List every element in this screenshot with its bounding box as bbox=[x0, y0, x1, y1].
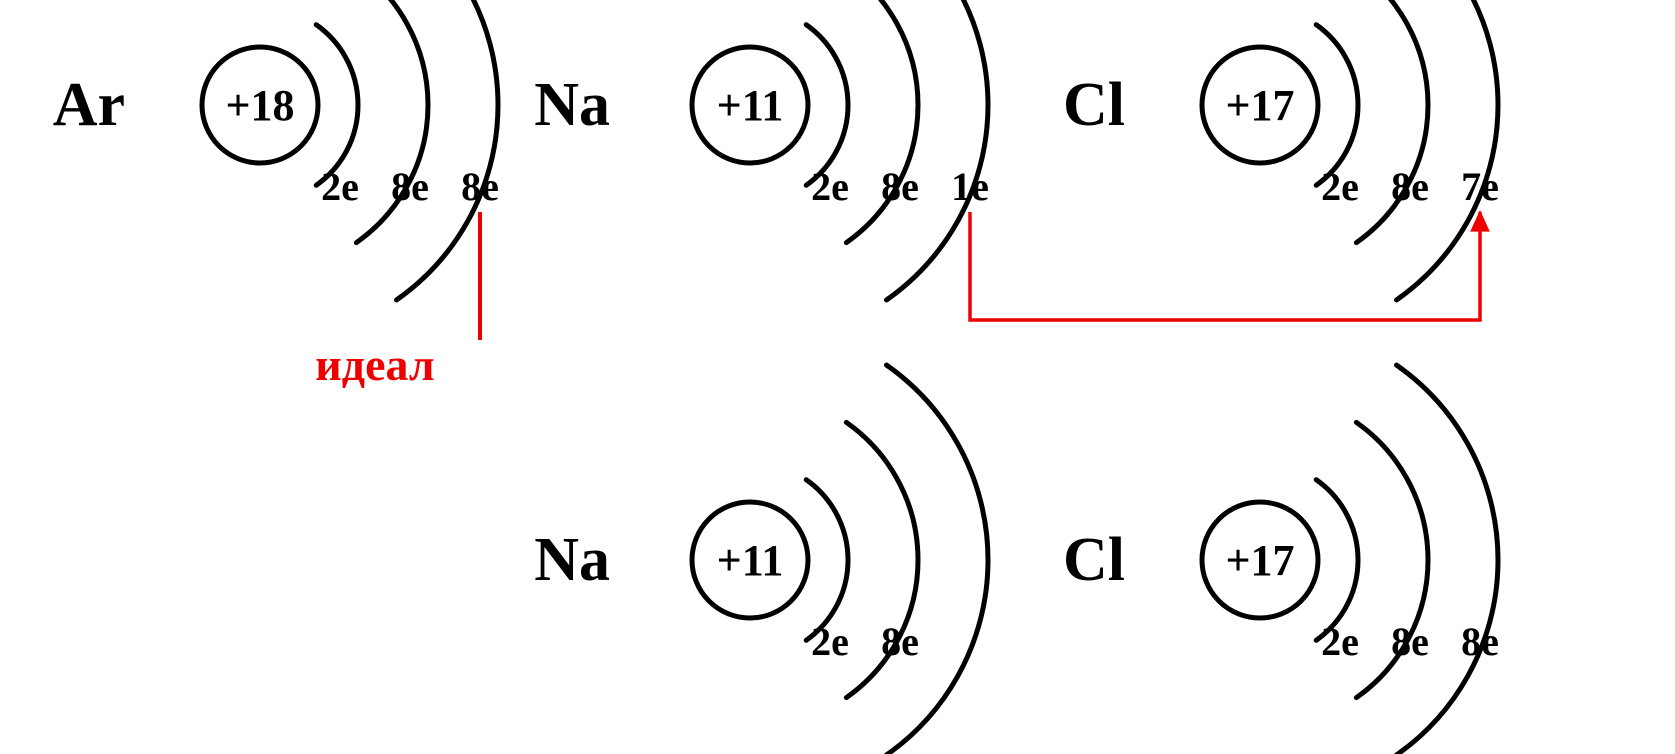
atom-na-bot: Na +11 2e 8e bbox=[534, 365, 988, 754]
atom-cl-bot-charge: +17 bbox=[1225, 536, 1294, 585]
atom-ar-symbol: Ar bbox=[53, 71, 125, 139]
atom-cl-bot-shell-label-0: 2e bbox=[1321, 619, 1359, 664]
atom-na-top-shell-label-1: 8e bbox=[881, 164, 919, 209]
atom-ar-shell-label-0: 2e bbox=[321, 164, 359, 209]
atom-na-top-shell-arc-0 bbox=[806, 25, 848, 186]
ideal-label: идеал bbox=[315, 339, 434, 390]
electron-transfer-arrow-line bbox=[970, 212, 1480, 320]
atom-cl-top-shell-label-2: 7e bbox=[1461, 164, 1499, 209]
atom-cl-bot-shell-arc-2 bbox=[1397, 365, 1498, 754]
atom-na-top-charge: +11 bbox=[717, 81, 784, 130]
atom-cl-top-charge: +17 bbox=[1225, 81, 1294, 130]
atom-ar-shell-label-1: 8e bbox=[391, 164, 429, 209]
atom-ar-charge: +18 bbox=[225, 81, 294, 130]
atom-ar-shell-label-2: 8e bbox=[461, 164, 499, 209]
atom-na-bot-symbol: Na bbox=[534, 526, 610, 594]
atom-ar: Ar +18 2e 8e 8e bbox=[53, 0, 499, 300]
atom-cl-bot-symbol: Cl bbox=[1063, 526, 1125, 594]
atom-cl-top-shell-label-1: 8e bbox=[1391, 164, 1429, 209]
atom-cl-bot-shell-label-1: 8e bbox=[1391, 619, 1429, 664]
atom-na-top-symbol: Na bbox=[534, 71, 610, 139]
atom-na-top-shell-label-0: 2e bbox=[811, 164, 849, 209]
atom-na-top-shell-arc-2 bbox=[887, 0, 988, 300]
atom-na-top: Na +11 2e 8e 1e bbox=[534, 0, 989, 300]
atom-cl-top-shell-label-0: 2e bbox=[1321, 164, 1359, 209]
atom-cl-bot: Cl +17 2e 8e 8e bbox=[1063, 365, 1499, 754]
atom-ar-shell-arc-2 bbox=[397, 0, 498, 300]
atom-cl-top-shell-arc-2 bbox=[1397, 0, 1498, 300]
atom-cl-bot-shell-arc-0 bbox=[1316, 480, 1358, 641]
atom-na-bot-shell-arc-2 bbox=[887, 365, 988, 754]
atom-cl-top-symbol: Cl bbox=[1063, 71, 1125, 139]
atom-cl-top: Cl +17 2e 8e 7e bbox=[1063, 0, 1499, 300]
atom-na-top-shell-label-2: 1e bbox=[951, 164, 989, 209]
atom-cl-top-shell-arc-0 bbox=[1316, 25, 1358, 186]
atom-na-bot-shell-arc-0 bbox=[806, 480, 848, 641]
atom-na-bot-charge: +11 bbox=[717, 536, 784, 585]
atom-cl-bot-shell-label-2: 8e bbox=[1461, 619, 1499, 664]
atom-na-bot-shell-label-1: 8e bbox=[881, 619, 919, 664]
atom-na-bot-shell-label-0: 2e bbox=[811, 619, 849, 664]
atom-ar-shell-arc-0 bbox=[316, 25, 358, 186]
